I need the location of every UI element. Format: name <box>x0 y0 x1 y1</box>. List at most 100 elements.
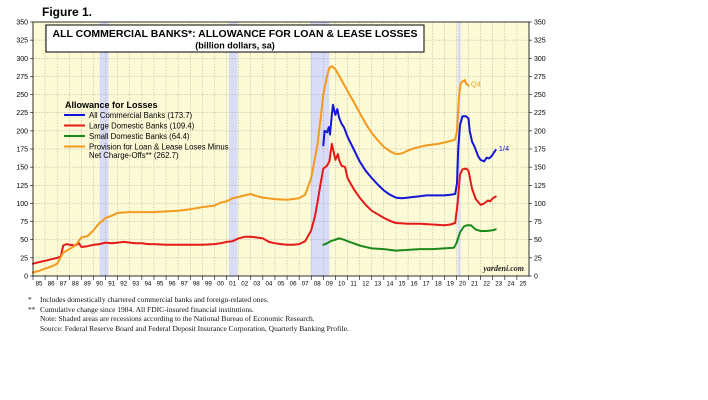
x-tick-label: 15 <box>399 281 406 288</box>
x-tick-label: 13 <box>374 281 381 288</box>
x-tick-label: 92 <box>120 281 127 288</box>
x-tick-label: 18 <box>435 281 442 288</box>
annotation-label: Q4 <box>471 80 481 89</box>
y-tick-label-left: 150 <box>16 165 28 172</box>
plot-area <box>33 22 529 276</box>
series-line <box>32 65 470 274</box>
x-tick-label: 07 <box>302 281 309 288</box>
footnote: Source: Federal Reserve Board and Federa… <box>28 324 349 334</box>
x-tick-label: 89 <box>84 281 91 288</box>
x-tick-label: 87 <box>60 281 67 288</box>
x-tick-label: 02 <box>241 281 248 288</box>
x-tick-label: 88 <box>72 281 79 288</box>
y-tick-label-right: 300 <box>534 56 546 63</box>
y-tick-label-left: 350 <box>16 20 28 27</box>
y-tick-label-left: 200 <box>16 128 28 135</box>
plot-background <box>33 22 529 276</box>
y-tick-label-left: 75 <box>20 219 28 226</box>
x-tick-label: 09 <box>326 281 333 288</box>
x-tick-label: 25 <box>520 281 527 288</box>
y-tick-label-left: 0 <box>24 274 28 281</box>
legend-label: Net Charge-Offs** (262.7) <box>89 151 179 160</box>
x-tick-label: 97 <box>181 281 188 288</box>
x-tick-label: 20 <box>459 281 466 288</box>
x-tick-label: 23 <box>495 281 502 288</box>
x-tick-label: 05 <box>278 281 285 288</box>
y-tick-label-left: 275 <box>16 74 28 81</box>
plot-frame <box>32 21 530 277</box>
x-tick-label: 17 <box>423 281 430 288</box>
y-tick-label-left: 100 <box>16 201 28 208</box>
x-tick-label: 85 <box>36 281 43 288</box>
x-tick-label: 96 <box>169 281 176 288</box>
footnote-text: Includes domestically chartered commerci… <box>40 295 269 304</box>
footnote: * Includes domestically chartered commerc… <box>28 295 349 305</box>
x-tick-label: 21 <box>471 281 478 288</box>
x-tick-label: 08 <box>314 281 321 288</box>
series-line <box>32 142 497 265</box>
x-tick-label: 91 <box>108 281 115 288</box>
y-tick-label-right: 200 <box>534 128 546 135</box>
x-tick-label: 90 <box>96 281 103 288</box>
footnote-text: Note: Shaded areas are recessions accord… <box>40 314 315 323</box>
x-tick-label: 86 <box>48 281 55 288</box>
y-tick-label-right: 325 <box>534 38 546 45</box>
x-tick-label: 06 <box>290 281 297 288</box>
y-tick-label-right: 0 <box>534 274 538 281</box>
legend-label: Large Domestic Banks (109.4) <box>89 122 195 131</box>
series-line <box>322 103 497 200</box>
x-tick-label: 01 <box>229 281 236 288</box>
title-box <box>45 24 425 53</box>
x-tick-label: 12 <box>362 281 369 288</box>
footnote: ** Cumulative change since 1984. All FDIC… <box>28 305 349 315</box>
y-tick-label-right: 175 <box>534 147 546 154</box>
legend-title: Allowance for Losses <box>65 100 158 110</box>
footnotes: * Includes domestically chartered commerc… <box>28 295 349 333</box>
y-tick-label-left: 125 <box>16 183 28 190</box>
chart-subtitle: (billion dollars, sa) <box>195 41 275 51</box>
x-tick-label: 98 <box>193 281 200 288</box>
y-tick-label-left: 25 <box>20 255 28 262</box>
x-tick-label: 14 <box>386 281 393 288</box>
chart-title: ALL COMMERCIAL BANKS*: ALLOWANCE FOR LOA… <box>53 28 418 40</box>
y-tick-label-right: 125 <box>534 183 546 190</box>
y-tick-label-left: 50 <box>20 237 28 244</box>
y-tick-label-right: 225 <box>534 110 546 117</box>
x-tick-label: 99 <box>205 281 212 288</box>
x-tick-label: 04 <box>265 281 272 288</box>
x-tick-label: 11 <box>350 281 357 288</box>
recession-band <box>228 22 238 276</box>
x-tick-label: 93 <box>132 281 139 288</box>
footnote-text: Source: Federal Reserve Board and Federa… <box>40 323 349 333</box>
footnote: Note: Shaded areas are recessions accord… <box>28 314 349 324</box>
footnote-mark: ** <box>28 304 36 314</box>
y-tick-label-right: 250 <box>534 92 546 99</box>
footnote-mark: * <box>28 295 32 304</box>
x-tick-label: 19 <box>447 281 454 288</box>
y-tick-label-left: 325 <box>16 38 28 45</box>
footnote-text: Cumulative change since 1984. All FDIC-i… <box>40 304 254 314</box>
x-tick-label: 16 <box>411 281 418 288</box>
watermark: yardeni.com <box>482 264 524 273</box>
y-tick-label-left: 175 <box>16 147 28 154</box>
series-lines <box>32 65 497 274</box>
legend-label: All Commercial Banks (173.7) <box>89 111 193 120</box>
y-tick-label-left: 300 <box>16 56 28 63</box>
x-tick-label: 24 <box>507 281 514 288</box>
legend-label: Small Domestic Banks (64.4) <box>89 132 190 141</box>
annotation-label: 1/4 <box>499 144 509 153</box>
x-tick-label: 10 <box>338 281 345 288</box>
x-tick-label: 00 <box>217 281 224 288</box>
y-tick-label-right: 275 <box>534 74 546 81</box>
y-tick-label-right: 25 <box>534 255 542 262</box>
legend-label: Provision for Loan & Lease Loses Minus <box>89 143 229 152</box>
series-line <box>322 224 497 252</box>
y-tick-label-right: 50 <box>534 237 542 244</box>
y-tick-label-right: 350 <box>534 20 546 27</box>
y-tick-label-right: 75 <box>534 219 542 226</box>
y-tick-label-left: 250 <box>16 92 28 99</box>
chart-text: ALL COMMERCIAL BANKS*: ALLOWANCE FOR LOA… <box>45 24 524 273</box>
y-tick-label-left: 225 <box>16 110 28 117</box>
